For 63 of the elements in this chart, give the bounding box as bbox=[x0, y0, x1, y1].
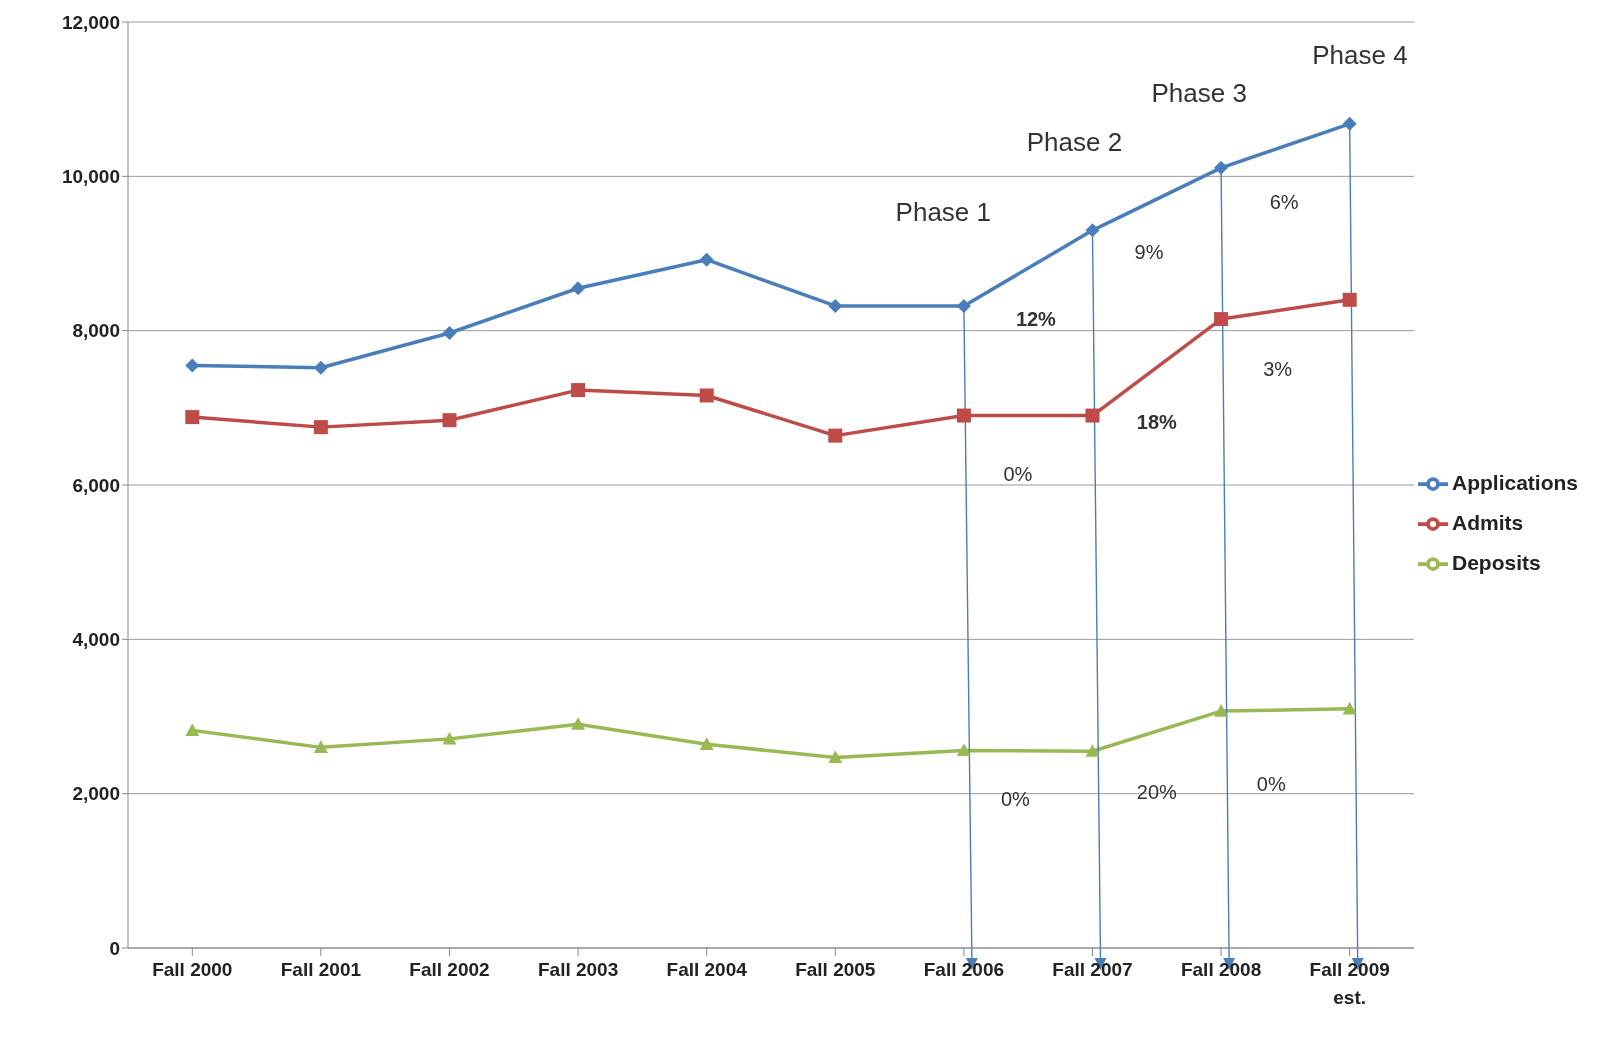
annotation: 6% bbox=[1269, 190, 1299, 213]
point bbox=[442, 413, 457, 428]
annotation: Phase 3 bbox=[1151, 77, 1247, 108]
x-tick-label: Fall 2002 bbox=[409, 959, 490, 980]
annotation: Phase 2 bbox=[1026, 126, 1123, 157]
annotation: 18% bbox=[1136, 411, 1178, 434]
point bbox=[1085, 408, 1100, 423]
x-tick-label: Fall 2006 bbox=[923, 959, 1005, 980]
y-tick-label: 0 bbox=[109, 937, 120, 959]
x-tick-label: Fall 2001 bbox=[280, 959, 362, 980]
legend-label: Admits bbox=[1451, 511, 1524, 534]
x-tick-label: Fall 2000 bbox=[152, 959, 233, 980]
point bbox=[185, 723, 200, 736]
point bbox=[956, 743, 971, 757]
x-tick-label: Fall 2003 bbox=[537, 959, 619, 980]
legend-label: Applications bbox=[1451, 471, 1578, 494]
annotation: 0% bbox=[1003, 462, 1033, 485]
point bbox=[1085, 744, 1100, 757]
point bbox=[699, 388, 714, 403]
point bbox=[1342, 701, 1357, 715]
annotation: 20% bbox=[1136, 780, 1178, 803]
point bbox=[313, 420, 328, 435]
point bbox=[828, 750, 843, 763]
annotation: 12% bbox=[1015, 307, 1057, 330]
x-tick-label: Fall 2007 bbox=[1052, 959, 1133, 980]
point bbox=[828, 298, 843, 313]
point bbox=[1214, 312, 1229, 327]
point bbox=[1214, 160, 1229, 175]
y-tick-label: 10,000 bbox=[61, 166, 120, 188]
point bbox=[956, 408, 971, 423]
annotation: Phase 4 bbox=[1312, 39, 1408, 70]
point bbox=[956, 298, 971, 313]
point bbox=[571, 383, 586, 398]
x-tick-label: Fall 2009 est. bbox=[1309, 959, 1390, 1008]
x-tick-label: Fall 2005 bbox=[795, 959, 876, 980]
y-tick-label: 12,000 bbox=[61, 11, 120, 33]
y-tick-label: 6,000 bbox=[72, 474, 120, 496]
legend-label: Deposits bbox=[1451, 551, 1541, 574]
point bbox=[185, 410, 200, 425]
point bbox=[1085, 223, 1100, 238]
y-tick-label: 8,000 bbox=[72, 320, 120, 342]
x-tick-label: Fall 2008 bbox=[1180, 959, 1262, 980]
y-tick-label: 2,000 bbox=[72, 783, 120, 805]
point bbox=[571, 281, 586, 296]
annotation: 0% bbox=[1256, 773, 1286, 796]
y-tick-label: 4,000 bbox=[72, 629, 120, 651]
point bbox=[1342, 116, 1357, 131]
point bbox=[699, 252, 714, 267]
annotation: 3% bbox=[1263, 358, 1293, 381]
point bbox=[185, 358, 200, 373]
annotation: Phase 1 bbox=[895, 196, 992, 227]
point bbox=[1214, 704, 1229, 717]
point bbox=[313, 360, 328, 375]
point bbox=[442, 325, 457, 340]
x-tick-label: Fall 2004 bbox=[666, 959, 748, 980]
annotation: 9% bbox=[1134, 240, 1164, 263]
annotation: 0% bbox=[1000, 787, 1030, 810]
point bbox=[313, 740, 328, 753]
point bbox=[699, 737, 714, 750]
point bbox=[442, 731, 457, 745]
point bbox=[571, 717, 586, 730]
point bbox=[828, 428, 843, 443]
point bbox=[1342, 292, 1357, 307]
